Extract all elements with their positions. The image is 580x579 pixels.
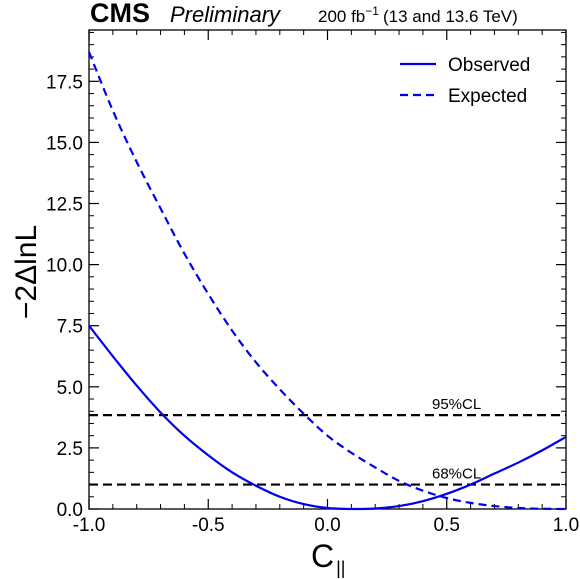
x-tick-label: 0.0 bbox=[314, 515, 340, 536]
y-tick-label: 7.5 bbox=[57, 317, 83, 338]
y-tick-label: 2.5 bbox=[57, 439, 83, 460]
luminosity-label: 200 fb−1 (13 and 13.6 TeV) bbox=[318, 4, 518, 26]
series-line-expected bbox=[87, 51, 567, 511]
y-tick-label: 5.0 bbox=[57, 378, 83, 399]
x-axis-title-sub: || bbox=[336, 558, 345, 578]
experiment-label: CMS bbox=[90, 0, 150, 28]
lumi-value: 200 fb bbox=[318, 7, 365, 26]
y-tick-label: 12.5 bbox=[46, 195, 83, 216]
legend: Observed Expected bbox=[400, 55, 530, 107]
status-label: Preliminary bbox=[170, 2, 282, 27]
reference-line-label: 95%CL bbox=[432, 396, 481, 413]
y-tick-label: 15.0 bbox=[46, 133, 83, 154]
reference-line-label: 68%CL bbox=[432, 466, 481, 483]
legend-observed-label: Observed bbox=[448, 55, 530, 76]
x-tick-label: 1.0 bbox=[553, 515, 579, 536]
reference-lines: 95%CL 68%CL bbox=[89, 396, 566, 486]
y-tick-label: 0.0 bbox=[57, 500, 83, 521]
series-curves bbox=[87, 51, 567, 511]
x-tick-label: 0.5 bbox=[434, 515, 460, 536]
axis-ticks: -1.0 -0.5 0.0 0.5 1.0 0.0 2.5 5.0 7.5 10.0 12.5 15.… bbox=[46, 30, 579, 536]
y-tick-label: 17.5 bbox=[46, 72, 83, 93]
y-axis-title: −2ΔlnL bbox=[10, 225, 43, 319]
legend-expected-label: Expected bbox=[448, 86, 527, 107]
lumi-exponent: −1 bbox=[365, 4, 379, 18]
x-axis-title-main: C bbox=[311, 538, 334, 574]
x-axis-title: C || bbox=[311, 538, 345, 578]
series-line-observed bbox=[88, 325, 567, 511]
x-tick-label: -1.0 bbox=[73, 515, 106, 536]
x-tick-label: -0.5 bbox=[192, 515, 225, 536]
y-tick-label: 10.0 bbox=[46, 256, 83, 277]
lumi-energy: (13 and 13.6 TeV) bbox=[383, 7, 518, 26]
